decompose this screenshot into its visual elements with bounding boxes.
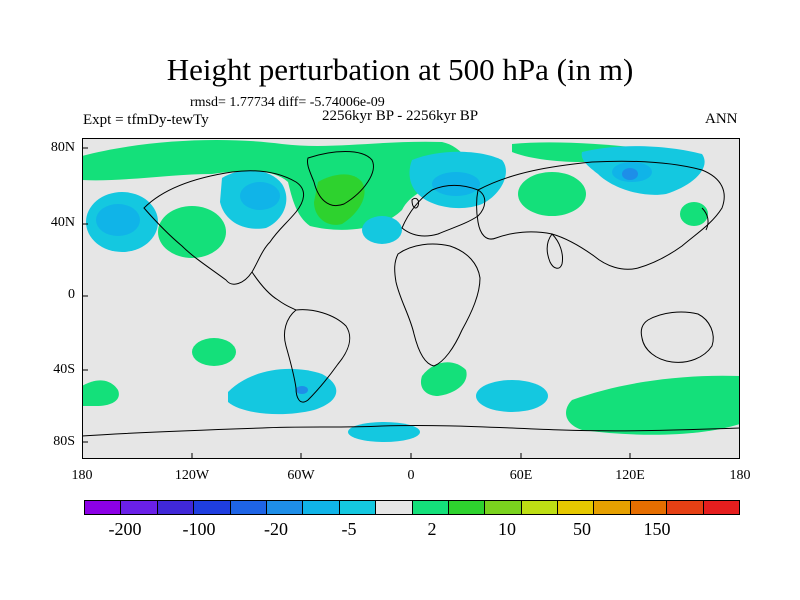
- colorbar-cell: [630, 501, 668, 514]
- stats-label: rmsd= 1.77734 diff= -5.74006e-09: [190, 95, 385, 110]
- lon-tick-120e: 120E: [615, 468, 645, 483]
- lat-tick-40n: 40N: [50, 215, 75, 230]
- map-plot: [82, 138, 740, 459]
- north-america-coast: [143, 170, 304, 285]
- colorbar-cell: [412, 501, 449, 514]
- southern-ocean-east-positive: [566, 375, 740, 435]
- atlantic-strong-positive: [314, 174, 365, 225]
- siberia-deep-core: [622, 168, 638, 180]
- europe-core: [432, 172, 480, 196]
- core-negative-anomalies: [296, 168, 638, 394]
- lon-tick-60e: 60E: [509, 468, 533, 483]
- colorbar-cell: [157, 501, 195, 514]
- chart-title: Height perturbation at 500 hPa (in m): [166, 52, 634, 87]
- colorbar-cell: [448, 501, 486, 514]
- colorbar-label-m20: -20: [264, 519, 288, 539]
- colorbar-cell: [667, 501, 704, 514]
- colorbar-cell: [121, 501, 158, 514]
- australia-coast: [640, 311, 714, 363]
- arctic-positive-band: [82, 140, 482, 230]
- lon-tick-180e: 180: [729, 468, 751, 483]
- antarctic-negative: [348, 422, 420, 442]
- colorbar-cell: [594, 501, 631, 514]
- asia-coast: [476, 160, 725, 270]
- europe-coast: [401, 185, 486, 237]
- lon-tick-180w: 180: [71, 468, 93, 483]
- colorbar-cell: [339, 501, 377, 514]
- west-pacific-positive: [680, 202, 708, 226]
- lon-tick-60w: 60W: [287, 468, 315, 483]
- india-coast: [546, 233, 563, 269]
- antarctica-coast: [82, 424, 740, 437]
- central-america-coast: [251, 271, 297, 311]
- colorbar-cell: [194, 501, 231, 514]
- experiment-label: Expt = tfmDy-tewTy: [83, 112, 209, 128]
- colorbar-label-m5: -5: [341, 519, 357, 539]
- colorbar-label-10: 10: [498, 519, 516, 539]
- drake-core: [296, 386, 308, 394]
- negative-anomalies: [86, 146, 705, 442]
- south-pacific-band-positive: [82, 380, 119, 406]
- colorbar-label-50: 50: [573, 519, 591, 539]
- central-asia-positive: [518, 172, 586, 216]
- africa-coast: [394, 243, 481, 367]
- season-label: ANN: [705, 111, 738, 127]
- lon-tick-120w: 120W: [174, 468, 210, 483]
- colorbar-cell: [303, 501, 340, 514]
- colorbar-cell: [703, 501, 740, 514]
- colorbar-label-2: 2: [427, 519, 437, 539]
- lon-tick-0: 0: [407, 468, 415, 483]
- colorbar-cell: [85, 501, 122, 514]
- south-indian-positive: [420, 362, 467, 396]
- colorbar-cell: [266, 501, 304, 514]
- canada-core: [240, 182, 280, 210]
- axis-ticks: [82, 147, 631, 459]
- north-pacific-positive: [158, 206, 226, 258]
- south-america-negative: [228, 368, 337, 415]
- coastlines: [82, 151, 740, 437]
- uk-coast: [411, 197, 419, 209]
- strong-positive-anomalies: [314, 174, 365, 225]
- colorbar-cell: [376, 501, 413, 514]
- positive-anomalies: [82, 140, 740, 435]
- colorbar: [84, 500, 740, 515]
- colorbar-label-150: 150: [643, 519, 671, 539]
- lat-tick-80s: 80S: [53, 434, 75, 449]
- lat-tick-40s: 40S: [53, 362, 75, 377]
- south-pacific-positive: [192, 338, 236, 366]
- colorbar-cell: [558, 501, 595, 514]
- south-atlantic-negative: [476, 380, 548, 412]
- greenland-coast: [307, 151, 374, 206]
- lat-tick-0: 0: [68, 287, 75, 302]
- colorbar-cell: [230, 501, 267, 514]
- south-america-coast: [283, 309, 351, 403]
- colorbar-label-m100: -100: [182, 519, 216, 539]
- north-atlantic-negative: [362, 216, 402, 244]
- japan-coast: [701, 207, 709, 231]
- lat-tick-80n: 80N: [50, 140, 75, 155]
- colorbar-label-m200: -200: [108, 519, 142, 539]
- colorbar-cell: [485, 501, 522, 514]
- pacific-core: [96, 204, 140, 236]
- period-label: 2256kyr BP - 2256kyr BP: [322, 108, 479, 124]
- colorbar-cell: [521, 501, 559, 514]
